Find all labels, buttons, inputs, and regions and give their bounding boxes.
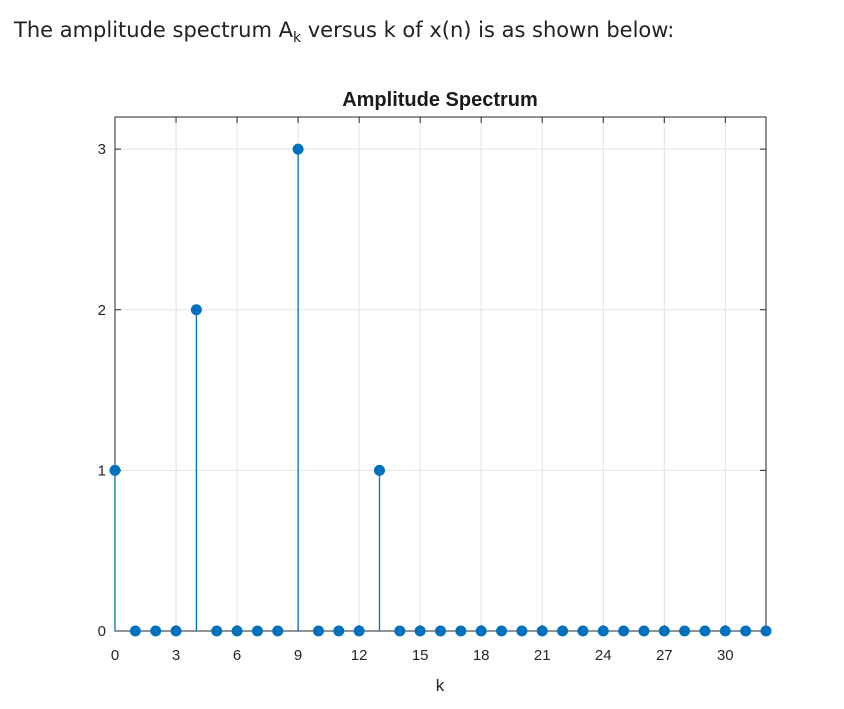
stem-marker [190,304,202,316]
stem-marker [129,625,141,637]
stem-marker [679,625,691,637]
stem-marker [251,625,263,637]
stem-marker [414,625,426,637]
stem-marker [618,625,630,637]
stem-marker [312,625,324,637]
x-axis-label: k [436,676,445,695]
stem-marker [760,625,772,637]
y-tick-label: 1 [98,462,106,479]
stem-marker [373,464,385,476]
stem-marker [231,625,243,637]
stem-marker [740,625,752,637]
x-tick-label: 0 [111,647,119,664]
stem-marker [455,625,467,637]
stem-marker [272,625,284,637]
y-tick-label: 3 [98,141,106,158]
stem-marker [435,625,446,637]
stem-marker [150,625,162,637]
chart-title: Amplitude Spectrum [342,89,538,111]
y-tick-label: 2 [98,302,106,319]
x-tick-label: 12 [351,647,368,664]
x-tick-label: 21 [534,647,551,664]
x-tick-label: 24 [595,647,612,664]
intro-text-subscript: k [292,30,302,47]
stem-marker [658,625,670,637]
x-tick-label: 18 [473,647,490,664]
stem-marker [292,143,304,155]
x-tick-label: 30 [717,647,734,664]
stem-marker [557,625,569,637]
x-tick-label: 15 [412,647,429,664]
stem-marker [333,625,345,637]
stem-marker [211,625,223,637]
intro-text-after: versus k of x(n) is as shown below: [301,18,675,42]
x-tick-label: 6 [233,647,241,664]
intro-text-before: The amplitude spectrum A [14,18,293,42]
grid-lines [114,117,766,632]
markers [109,143,772,637]
axis-ticks [114,117,766,632]
stem-marker [496,625,508,637]
stem-marker [353,625,365,637]
stem-marker [170,625,182,637]
y-tick-labels: 0 1 2 3 [98,141,106,640]
stems [114,149,381,631]
x-tick-label: 9 [294,647,302,664]
stem-marker [719,625,731,637]
y-tick-label: 0 [98,623,106,640]
stem-marker [699,625,711,637]
stem-marker [597,625,609,637]
x-tick-label: 3 [172,647,180,664]
x-tick-labels: 0 3 6 9 12 15 18 21 24 27 30 [111,647,734,664]
stem-marker [638,625,650,637]
stem-marker [516,625,528,637]
intro-text: The amplitude spectrum Ak versus k of x(… [14,18,674,46]
stem-marker [475,625,487,637]
plot-area-frame [114,116,767,632]
stem-marker [577,625,589,637]
x-tick-label: 27 [656,647,673,664]
stem-marker [394,625,406,637]
stem-marker [109,464,121,476]
stem-marker [536,625,548,637]
